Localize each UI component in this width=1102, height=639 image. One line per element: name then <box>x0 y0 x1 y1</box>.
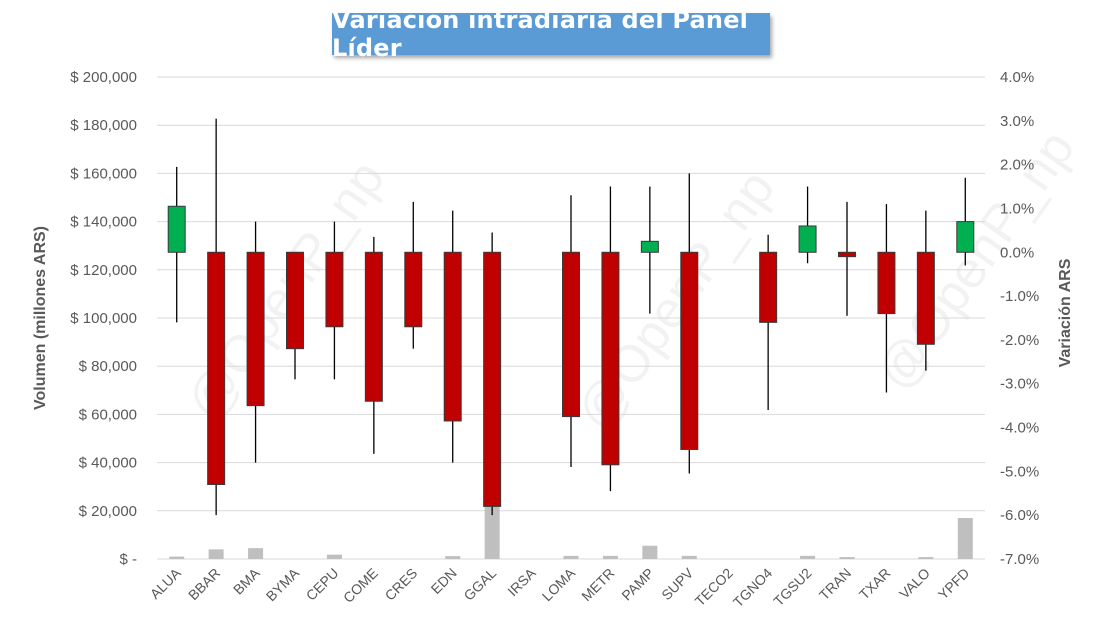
volume-bar <box>169 556 185 559</box>
candle-body-up <box>640 240 659 253</box>
candle-body-down <box>759 251 778 323</box>
x-tick-label: CRES <box>382 565 421 604</box>
y-left-tick-label: $ 20,000 <box>79 503 137 520</box>
volume-bar <box>248 548 264 559</box>
candle-body-down <box>207 251 226 486</box>
x-tick-label: PAMP <box>618 565 657 604</box>
volume-bar <box>839 557 855 559</box>
candle-body-down <box>443 251 462 422</box>
chart-title: Variación intradiaria del Panel Líder <box>332 6 749 62</box>
y-right-tick-label: -7.0% <box>1000 551 1039 568</box>
x-tick-label: METR <box>578 565 617 604</box>
x-tick-label: CEPU <box>303 565 342 604</box>
y-left-tick-label: $ 160,000 <box>70 165 137 182</box>
volume-bar <box>681 555 697 559</box>
y-right-tick-label: 1.0% <box>1000 200 1034 217</box>
x-tick-label: COME <box>340 565 381 606</box>
volume-bar <box>445 556 461 559</box>
x-tick-label: LOMA <box>539 564 579 604</box>
watermark-text: @OpenP_np <box>566 160 786 440</box>
y-right-tick-label: -5.0% <box>1000 463 1039 480</box>
y-left-tick-label: $ 40,000 <box>79 455 137 472</box>
x-tick-label: IRSA <box>504 564 539 599</box>
y-right-tick-label: 4.0% <box>1000 69 1034 86</box>
x-tick-label: VALO <box>896 565 933 602</box>
x-tick-label: TGNO4 <box>730 565 776 611</box>
volume-bar <box>642 545 658 559</box>
x-tick-label: TECO2 <box>692 565 736 609</box>
volume-bar <box>208 549 224 559</box>
candle-body-down <box>601 251 620 466</box>
candle-body-up <box>798 225 817 253</box>
y-right-tick-label: -2.0% <box>1000 332 1039 349</box>
candle-body-down <box>562 251 580 418</box>
y-left-tick-label: $ 140,000 <box>70 214 137 231</box>
x-tick-label: GGAL <box>460 565 499 604</box>
y-right-tick-label: -3.0% <box>1000 376 1039 393</box>
candle-body-down <box>364 251 383 402</box>
candle-body-down <box>404 251 423 328</box>
candle-body-down <box>286 251 304 350</box>
candle-body-up <box>167 205 186 253</box>
y-right-tick-label: -4.0% <box>1000 420 1039 437</box>
x-tick-label: TXAR <box>856 565 894 603</box>
x-tick-label: ALUA <box>147 564 185 602</box>
volume-bar <box>326 554 342 559</box>
y-left-tick-label: $ - <box>119 551 137 568</box>
x-tick-label: EDN <box>428 565 460 597</box>
watermark-text: @OpenP_np <box>866 120 1086 400</box>
volume-bar <box>563 555 579 559</box>
x-tick-label: BMA <box>230 564 263 597</box>
volume-bar <box>602 555 618 559</box>
candle-body-down <box>246 251 265 407</box>
volume-bar <box>800 555 816 559</box>
x-tick-label: TRAN <box>816 565 854 603</box>
y-left-tick-label: $ 60,000 <box>79 406 137 423</box>
y-right-tick-label: 3.0% <box>1000 113 1034 130</box>
y-right-tick-label: -1.0% <box>1000 288 1039 305</box>
candle-body-down <box>838 251 856 258</box>
y-left-tick-label: $ 100,000 <box>70 310 137 327</box>
candle-body-down <box>916 251 935 345</box>
y-right-tick-label: 0.0% <box>1000 244 1034 261</box>
candle-body-down <box>483 251 502 507</box>
x-tick-label: BYMA <box>263 564 303 604</box>
y-left-tick-label: $ 120,000 <box>70 262 137 279</box>
x-tick-label: YPFD <box>935 565 973 603</box>
y-right-tick-label: -6.0% <box>1000 507 1039 524</box>
chart-title-box: Variación intradiaria del Panel Líder <box>332 6 770 62</box>
volume-bar <box>918 557 934 559</box>
volume-bar <box>484 505 500 559</box>
x-tick-label: BBAR <box>185 565 223 603</box>
y-left-tick-label: $ 200,000 <box>70 69 137 86</box>
candle-body-down <box>325 251 344 328</box>
volume-bar <box>957 518 973 559</box>
candle-body-down <box>680 251 699 450</box>
y-left-tick-label: $ 80,000 <box>79 358 137 375</box>
y-left-axis-title: Volumen (millones ARS) <box>32 226 49 410</box>
y-right-tick-label: 2.0% <box>1000 157 1034 174</box>
candle-body-up <box>956 221 975 253</box>
y-left-tick-label: $ 180,000 <box>70 117 137 134</box>
y-right-axis-title: Variación ARS <box>1057 258 1074 367</box>
x-tick-label: TGSU2 <box>770 565 814 609</box>
candle-body-down <box>877 251 896 315</box>
